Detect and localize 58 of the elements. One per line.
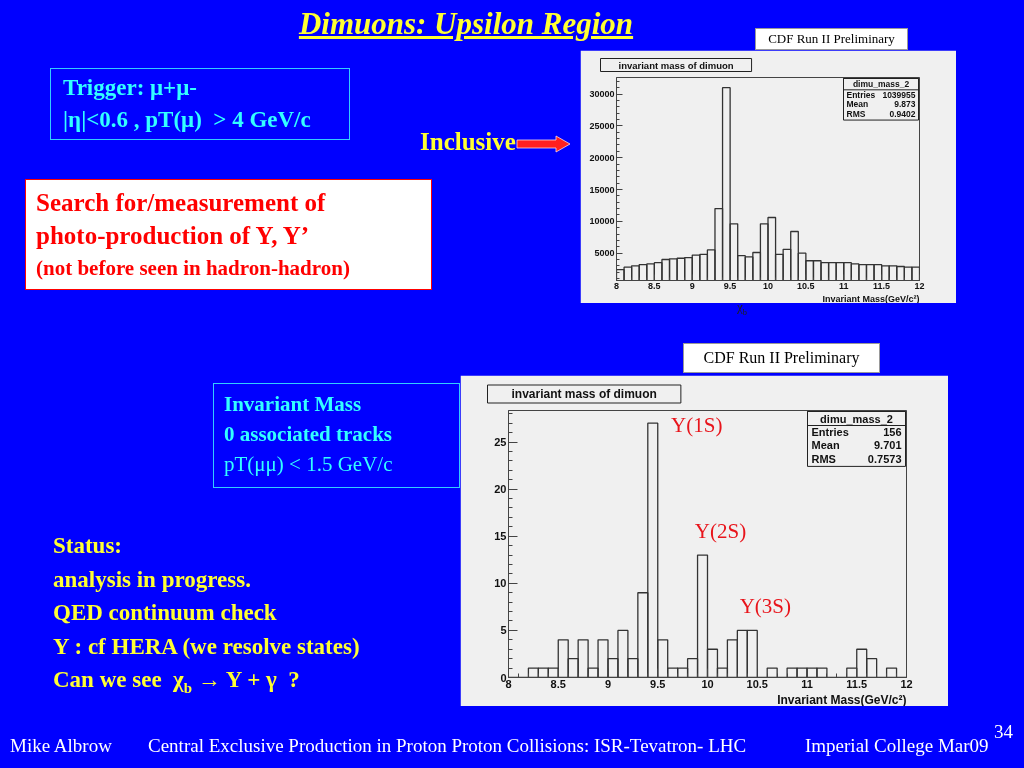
x-tick-label: 9: [604, 677, 612, 690]
x-tick-label: 8.5: [550, 677, 566, 690]
text: RMS 0.7573: [811, 452, 902, 465]
x-tick-label: 9: [689, 280, 695, 291]
x-axis-title: Invariant Mass(GeV/c²): [822, 293, 920, 304]
y-tick-label: 5: [500, 624, 507, 637]
text: Search for/measurement of photo-production of Y, Y’ (not before seen in hadron-hadron): [36, 188, 351, 282]
x-tick-label: 10: [701, 677, 714, 690]
x-tick-label: 10.5: [746, 677, 768, 690]
text: Trigger: μ+μ- |η|<0.6 , pT(μ) > 4 GeV/c: [63, 74, 312, 134]
annotation: Y(2S): [694, 519, 747, 544]
text: Imperial College Mar09: [805, 734, 989, 758]
text: Dimuons: Upsilon Region: [297, 5, 635, 43]
chart-title: invariant mass of dimuon: [618, 59, 734, 71]
text: 34: [994, 721, 1013, 743]
y-tick-label: 0: [500, 671, 507, 684]
y-tick-label: 10: [494, 577, 507, 590]
text: Status: analysis in progress. QED continuum check Y : cf HERA (we resolve states) Can we see χ$_{b}$ → Y + γ ?: [53, 532, 360, 698]
y-tick-label: 15: [494, 530, 507, 543]
text: Mean 9.873: [846, 99, 916, 110]
x-tick-label: 12: [900, 677, 913, 690]
y-tick-label: 5000: [594, 248, 615, 259]
x-tick-label: 10: [762, 280, 774, 291]
y-tick-label: 25000: [589, 120, 615, 131]
y-tick-label: 15000: [589, 184, 615, 195]
x-tick-label: 12: [914, 280, 925, 291]
annotation: dimu_mass_2: [852, 79, 910, 90]
text: Invariant Mass 0 associated tracks pT(μμ) < 1.5 GeV/c: [224, 391, 394, 478]
annotation: dimu_mass_2: [820, 412, 893, 425]
text: RMS 0.9402: [846, 109, 916, 120]
annotation: Y(3S): [739, 594, 791, 619]
x-tick-label: 8: [614, 280, 620, 291]
text: Central Exclusive Production in Proton Proton Collisions: ISR-Tevatron- LHC: [148, 734, 747, 758]
text: Inclusive: [420, 127, 516, 157]
text: Mike Albrow: [10, 734, 112, 758]
x-tick-label: 11.5: [873, 280, 891, 291]
x-axis-title: Invariant Mass(GeV/c²): [777, 692, 907, 707]
x-tick-label: 9.5: [650, 677, 666, 690]
y-tick-label: 30000: [589, 89, 615, 100]
y-tick-label: 20: [494, 483, 507, 496]
text: CDF Run II Preliminary: [683, 343, 880, 373]
x-tick-label: 11: [838, 280, 849, 291]
x-tick-label: 11: [801, 677, 813, 690]
annotation: Y(1S): [671, 412, 723, 437]
text: CDF Run II Preliminary: [755, 28, 908, 50]
x-tick-label: 11.5: [846, 677, 868, 690]
x-tick-label: 8: [505, 677, 512, 690]
x-tick-label: 9.5: [723, 280, 737, 291]
y-tick-label: 20000: [589, 152, 615, 163]
text: Mean 9.701: [811, 439, 902, 452]
text: Entries 156: [811, 426, 902, 439]
annotation: Entries 1039955: [846, 89, 916, 100]
y-tick-label: 10000: [589, 216, 615, 227]
x-tick-label: 8.5: [648, 280, 661, 291]
chart-title: invariant mass of dimuon: [511, 387, 657, 401]
text: χ$_{b}$: [737, 299, 747, 319]
y-tick-label: 25: [494, 436, 507, 449]
x-tick-label: 10.5: [797, 280, 815, 291]
